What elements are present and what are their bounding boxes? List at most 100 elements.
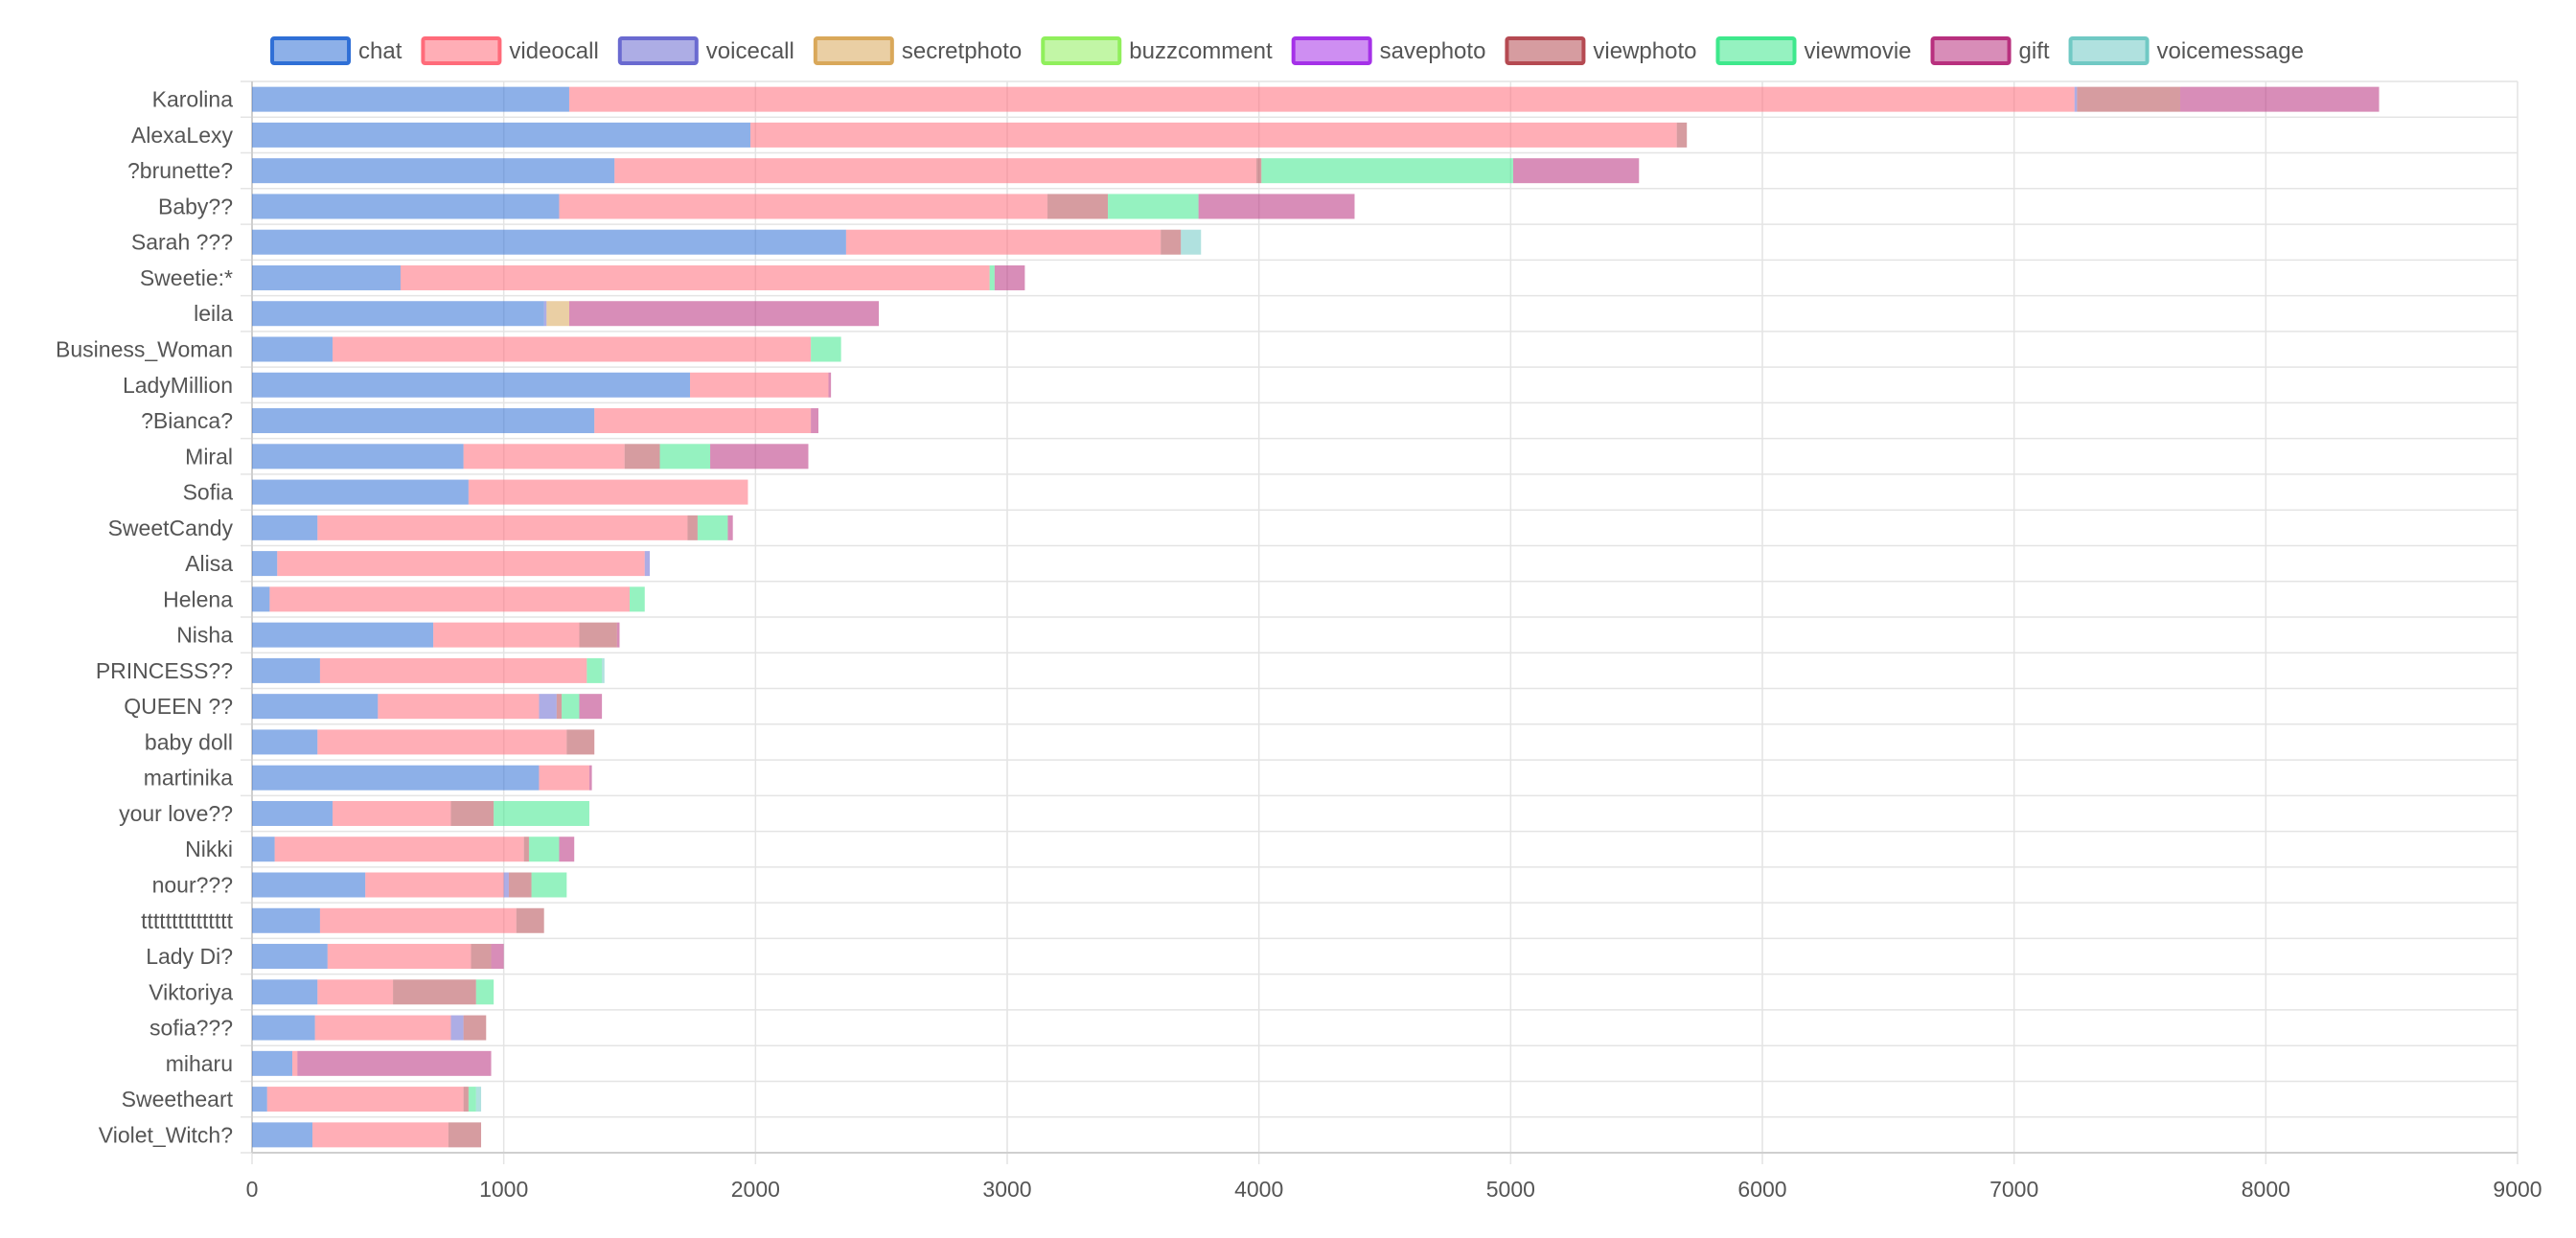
bar-segment-secretphoto[interactable]: [546, 301, 569, 327]
legend-item-gift[interactable]: gift: [1930, 36, 2050, 65]
bar-segment-gift[interactable]: [579, 694, 603, 720]
bar-segment-videocall[interactable]: [333, 800, 451, 826]
bar-segment-videocall[interactable]: [400, 264, 990, 290]
bar-segment-gift[interactable]: [828, 372, 832, 398]
bar-segment-chat[interactable]: [252, 765, 540, 791]
bar-segment-gift[interactable]: [2180, 86, 2380, 112]
bar-segment-viewphoto[interactable]: [687, 515, 698, 540]
bar-segment-videocall[interactable]: [468, 479, 748, 505]
bar-segment-voicecall[interactable]: [543, 301, 547, 327]
bar-segment-viewphoto[interactable]: [448, 1122, 482, 1148]
bar-segment-chat[interactable]: [252, 551, 278, 577]
bar-segment-viewmovie[interactable]: [989, 264, 995, 290]
bar-segment-chat[interactable]: [252, 336, 334, 362]
bar-segment-videocall[interactable]: [378, 694, 540, 720]
bar-segment-videocall[interactable]: [314, 1015, 451, 1041]
bar-segment-viewphoto[interactable]: [471, 944, 492, 970]
bar-segment-viewmovie[interactable]: [586, 657, 603, 683]
bar-segment-gift[interactable]: [710, 444, 809, 470]
bar-segment-chat[interactable]: [252, 1122, 313, 1148]
bar-segment-videocall[interactable]: [539, 765, 589, 791]
bar-segment-viewphoto[interactable]: [516, 907, 544, 933]
bar-segment-viewphoto[interactable]: [508, 872, 532, 898]
bar-segment-videocall[interactable]: [690, 372, 829, 398]
bar-segment-viewmovie[interactable]: [659, 444, 711, 470]
bar-segment-videocall[interactable]: [269, 586, 630, 612]
bar-segment-voicecall[interactable]: [2074, 86, 2078, 112]
bar-segment-gift[interactable]: [811, 408, 818, 434]
bar-segment-gift[interactable]: [1512, 158, 1640, 184]
bar-segment-videocall[interactable]: [292, 1050, 298, 1076]
bar-segment-videocall[interactable]: [568, 86, 2075, 112]
bar-segment-viewphoto[interactable]: [556, 694, 563, 720]
bar-segment-chat[interactable]: [252, 408, 595, 434]
bar-segment-viewmovie[interactable]: [811, 336, 841, 362]
bar-segment-viewmovie[interactable]: [531, 872, 567, 898]
bar-segment-viewphoto[interactable]: [1256, 158, 1262, 184]
bar-segment-gift[interactable]: [1198, 194, 1355, 219]
bar-segment-viewphoto[interactable]: [1161, 229, 1182, 255]
legend-item-viewphoto[interactable]: viewphoto: [1505, 36, 1697, 65]
legend-item-viewmovie[interactable]: viewmovie: [1715, 36, 1912, 65]
bar-segment-chat[interactable]: [252, 694, 379, 720]
bar-segment-viewmovie[interactable]: [1108, 194, 1199, 219]
bar-segment-chat[interactable]: [252, 372, 691, 398]
bar-segment-chat[interactable]: [252, 800, 334, 826]
bar-segment-videocall[interactable]: [750, 122, 1677, 148]
legend-item-secretphoto[interactable]: secretphoto: [813, 36, 1022, 65]
bar-segment-chat[interactable]: [252, 979, 318, 1005]
bar-segment-chat[interactable]: [252, 729, 318, 755]
bar-segment-videocall[interactable]: [274, 837, 524, 862]
bar-segment-viewphoto[interactable]: [393, 979, 476, 1005]
bar-segment-viewphoto[interactable]: [463, 1015, 487, 1041]
bar-segment-gift[interactable]: [616, 622, 620, 648]
bar-segment-viewmovie[interactable]: [697, 515, 728, 540]
bar-segment-viewphoto[interactable]: [523, 837, 529, 862]
bar-segment-videocall[interactable]: [433, 622, 580, 648]
legend-item-voicecall[interactable]: voicecall: [617, 36, 794, 65]
bar-segment-chat[interactable]: [252, 515, 318, 540]
bar-segment-chat[interactable]: [252, 479, 469, 505]
bar-segment-viewphoto[interactable]: [1676, 122, 1688, 148]
bar-segment-chat[interactable]: [252, 657, 320, 683]
legend-item-chat[interactable]: chat: [270, 36, 402, 65]
bar-segment-gift[interactable]: [559, 837, 575, 862]
bar-segment-chat[interactable]: [252, 1050, 293, 1076]
bar-segment-chat[interactable]: [252, 622, 434, 648]
bar-segment-gift[interactable]: [994, 264, 1025, 290]
legend-item-savephoto[interactable]: savephoto: [1291, 36, 1486, 65]
bar-segment-chat[interactable]: [252, 301, 544, 327]
bar-segment-gift[interactable]: [727, 515, 733, 540]
bar-segment-chat[interactable]: [252, 1015, 315, 1041]
bar-segment-videocall[interactable]: [327, 944, 472, 970]
bar-segment-videocall[interactable]: [319, 657, 587, 683]
bar-segment-chat[interactable]: [252, 158, 615, 184]
bar-segment-viewphoto[interactable]: [579, 622, 617, 648]
bar-segment-viewmovie[interactable]: [468, 1087, 476, 1112]
bar-segment-videocall[interactable]: [266, 1087, 464, 1112]
bar-segment-videocall[interactable]: [594, 408, 812, 434]
bar-segment-voicemessage[interactable]: [1181, 229, 1202, 255]
bar-segment-chat[interactable]: [252, 122, 751, 148]
bar-segment-chat[interactable]: [252, 264, 401, 290]
bar-segment-voicecall[interactable]: [644, 551, 651, 577]
bar-segment-voicemessage[interactable]: [602, 657, 605, 683]
bar-segment-chat[interactable]: [252, 86, 569, 112]
bar-segment-voicecall[interactable]: [450, 1015, 464, 1041]
bar-segment-viewphoto[interactable]: [624, 444, 660, 470]
bar-segment-voicemessage[interactable]: [475, 1087, 482, 1112]
bar-segment-videocall[interactable]: [312, 1122, 448, 1148]
legend-item-buzzcomment[interactable]: buzzcomment: [1041, 36, 1273, 65]
bar-segment-viewphoto[interactable]: [566, 729, 595, 755]
bar-segment-voicecall[interactable]: [539, 694, 557, 720]
bar-segment-chat[interactable]: [252, 1087, 267, 1112]
bar-segment-voicecall[interactable]: [503, 872, 509, 898]
bar-segment-viewphoto[interactable]: [463, 1087, 469, 1112]
bar-segment-gift[interactable]: [568, 301, 880, 327]
bar-segment-gift[interactable]: [297, 1050, 492, 1076]
bar-segment-videocall[interactable]: [845, 229, 1162, 255]
bar-segment-viewphoto[interactable]: [2077, 86, 2181, 112]
bar-segment-videocall[interactable]: [333, 336, 812, 362]
bar-segment-chat[interactable]: [252, 944, 328, 970]
bar-segment-chat[interactable]: [252, 444, 464, 470]
